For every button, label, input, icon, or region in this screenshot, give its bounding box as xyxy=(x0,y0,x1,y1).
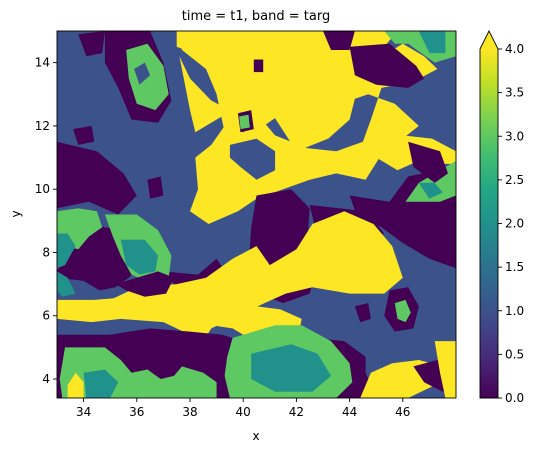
raster-region-34 xyxy=(115,271,174,297)
y-tick-label: 4 xyxy=(42,372,50,386)
raster-region-11 xyxy=(239,114,250,130)
x-tick-label: 34 xyxy=(76,405,91,419)
colorbar-extend-arrow xyxy=(480,31,498,49)
raster-region-46 xyxy=(394,299,411,323)
colorbar-fill xyxy=(480,49,498,398)
x-axis: 34 36 38 40 42 44 46 xyxy=(76,398,410,419)
y-axis-label: y xyxy=(9,210,23,217)
raster-region-29 xyxy=(57,208,103,272)
y-tick-label: 8 xyxy=(42,245,50,259)
raster-region-44 xyxy=(434,341,456,398)
x-tick-label: 42 xyxy=(289,405,304,419)
raster-region-9 xyxy=(229,138,276,180)
raster-region-14 xyxy=(418,31,446,54)
colorbar-tick-label: 2.0 xyxy=(505,217,524,231)
raster-region-41 xyxy=(251,344,331,392)
y-tick-label: 10 xyxy=(35,182,50,196)
raster-region-7 xyxy=(176,31,398,133)
raster-region-49 xyxy=(73,125,95,145)
raster-region-39 xyxy=(136,353,185,373)
colorbar-tick-label: 2.5 xyxy=(505,173,524,187)
x-tick-label: 38 xyxy=(182,405,197,419)
raster-region-26 xyxy=(57,284,302,342)
x-tick-label: 36 xyxy=(129,405,144,419)
raster-region-37 xyxy=(83,369,119,398)
plot-area xyxy=(57,31,456,398)
colorbar-tick-label: 3.5 xyxy=(505,86,524,100)
colorbar-ticks: 0.0 0.5 1.0 1.5 2.0 2.5 3.0 3.5 4.0 xyxy=(498,42,524,405)
raster-regions xyxy=(57,31,456,398)
x-axis-label: x xyxy=(252,429,259,443)
raster-region-16 xyxy=(323,31,355,50)
colorbar-tick-label: 0.0 xyxy=(505,391,524,405)
raster-region-30 xyxy=(57,233,76,269)
colorbar-tick-label: 0.5 xyxy=(505,347,524,361)
x-tick-label: 44 xyxy=(342,405,357,419)
colorbar-tick-label: 1.0 xyxy=(505,304,524,318)
x-tick-label: 46 xyxy=(395,405,410,419)
raster-region-15 xyxy=(349,43,425,88)
raster-region-47 xyxy=(354,303,371,323)
raster-region-31 xyxy=(57,271,76,297)
plot-frame xyxy=(56,30,457,399)
raster-region-33 xyxy=(120,239,159,275)
y-axis: 4 6 8 10 12 14 xyxy=(35,56,57,386)
raster-region-8 xyxy=(179,56,377,152)
colorbar-tick-label: 1.5 xyxy=(505,260,524,274)
raster-region-4 xyxy=(78,31,105,57)
y-tick-label: 14 xyxy=(35,56,50,70)
colorbar-tick-label: 4.0 xyxy=(505,42,524,56)
x-tick-label: 40 xyxy=(236,405,251,419)
raster-region-38 xyxy=(67,372,84,398)
y-tick-label: 6 xyxy=(42,309,50,323)
raster-region-1 xyxy=(57,141,137,215)
colorbar: 0.0 0.5 1.0 1.5 2.0 2.5 3.0 3.5 4.0 xyxy=(479,29,524,405)
raster-region-5 xyxy=(134,62,151,85)
raster-region-20 xyxy=(418,182,443,199)
raster-region-48 xyxy=(147,176,164,199)
raster-region-12 xyxy=(253,59,264,73)
raster-region-21 xyxy=(408,141,448,183)
colorbar-tick-label: 3.0 xyxy=(505,129,524,143)
chart-title: time = t1, band = targ xyxy=(182,9,330,24)
colorbar-outline xyxy=(479,29,499,399)
y-tick-label: 12 xyxy=(35,119,50,133)
